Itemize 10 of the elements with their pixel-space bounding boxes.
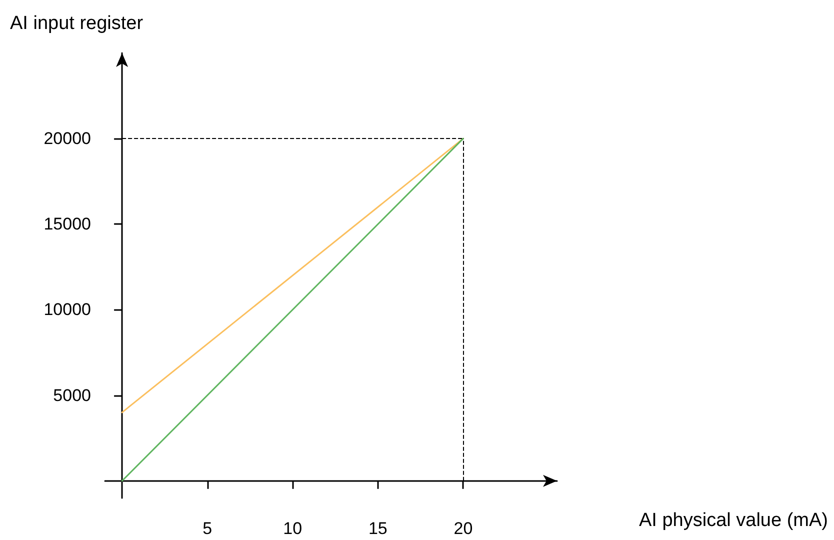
y-tick-label: 20000 bbox=[44, 129, 91, 148]
x-tick-label: 5 bbox=[202, 519, 212, 538]
y-tick-label: 10000 bbox=[44, 300, 91, 320]
x-tick-label: 15 bbox=[368, 519, 388, 538]
x-axis-title: AI physical value (mA) bbox=[638, 510, 828, 531]
y-tick-label: 15000 bbox=[44, 214, 91, 234]
x-tick-label: 20 bbox=[454, 519, 473, 538]
y-axis-title: AI input register bbox=[10, 13, 144, 34]
x-tick-label: 10 bbox=[283, 519, 302, 538]
y-tick-label: 5000 bbox=[53, 386, 91, 405]
